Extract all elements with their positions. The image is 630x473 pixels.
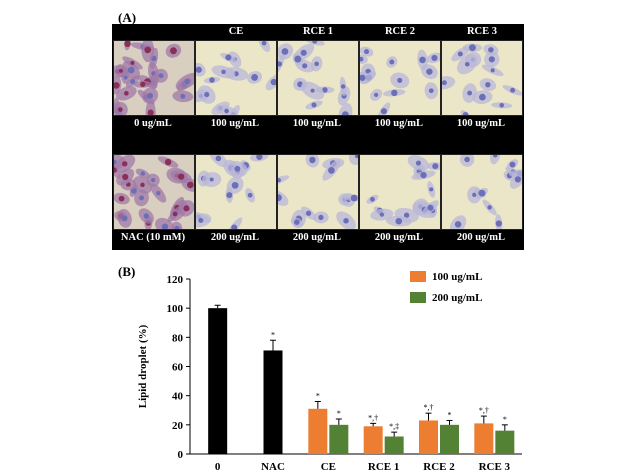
- legend-label: 100 ug/mL: [432, 271, 482, 283]
- micrograph-image: [441, 40, 523, 116]
- image-caption: 200 ug/mL: [374, 232, 424, 243]
- bar: [495, 430, 515, 454]
- significance-mark: *,†: [368, 413, 378, 422]
- legend-label: 200 ug/mL: [432, 292, 482, 304]
- image-caption: 200 ug/mL: [292, 232, 342, 243]
- significance-mark: *,‡: [389, 422, 399, 431]
- bar: [263, 350, 283, 454]
- bar: [308, 408, 328, 454]
- image-caption: NAC (10 mM): [120, 232, 186, 243]
- micrograph-image: [113, 40, 195, 116]
- y-tick-label: 120: [167, 274, 184, 286]
- x-tick-label: RCE 3: [479, 461, 511, 473]
- significance-mark: *: [503, 415, 507, 424]
- bar: [419, 420, 438, 454]
- x-tick-label: NAC: [261, 461, 285, 473]
- panel-b-label: (B): [118, 264, 136, 279]
- lipid-droplet-chart: 0 20 40 60 80 100 120 Lipid droplet (%) 0 NAC CE RC…: [137, 271, 522, 473]
- micrograph-image: [113, 154, 195, 230]
- micrograph-image: [195, 40, 277, 116]
- image-caption: 200 ug/mL: [456, 232, 506, 243]
- column-header: RCE 1: [302, 26, 334, 37]
- y-axis-label: Lipid droplet (%): [137, 324, 149, 408]
- bar: [440, 424, 459, 454]
- significance-mark: *: [448, 410, 452, 419]
- panel-a-label: (A): [118, 10, 137, 25]
- column-header: CE: [228, 26, 244, 37]
- image-caption: 100 ug/mL: [292, 118, 342, 129]
- x-tick-label: RCE 1: [368, 461, 399, 473]
- significance-mark: *: [316, 392, 320, 401]
- micrograph-image: [195, 154, 277, 230]
- x-tick-label: CE: [321, 461, 336, 473]
- significance-mark: *: [271, 330, 275, 339]
- y-tick-label: 20: [172, 420, 184, 432]
- micrograph-image: [277, 154, 359, 230]
- significance-mark: *: [337, 409, 341, 418]
- bar: [384, 436, 404, 454]
- micrograph-image: [277, 40, 359, 116]
- micrograph-image: [441, 154, 523, 230]
- micrograph-grid: CE RCE 1 RCE 2 RCE 3 0 ug/mL NAC (10 mM) 100 u…: [112, 24, 524, 250]
- y-tick-label: 60: [172, 362, 184, 374]
- bar: [474, 423, 494, 454]
- bar: [208, 308, 228, 454]
- significance-mark: *,†: [424, 403, 434, 412]
- column-header: RCE 3: [466, 26, 498, 37]
- y-tick-label: 40: [172, 391, 184, 403]
- image-caption: 0 ug/mL: [134, 118, 172, 129]
- image-caption: 100 ug/mL: [456, 118, 506, 129]
- image-caption: 100 ug/mL: [210, 118, 260, 129]
- micrograph-image: [359, 154, 441, 230]
- y-tick-label: 80: [172, 332, 184, 344]
- x-tick-label: RCE 2: [423, 461, 455, 473]
- significance-mark: *,†: [479, 406, 489, 415]
- image-caption: 200 ug/mL: [210, 232, 260, 243]
- column-header: RCE 2: [384, 26, 416, 37]
- y-tick-label: 0: [178, 449, 184, 461]
- bar: [329, 424, 349, 454]
- image-caption: 100 ug/mL: [374, 118, 424, 129]
- bar: [363, 426, 383, 454]
- y-tick-label: 100: [167, 303, 184, 315]
- legend-swatch: [410, 271, 426, 282]
- micrograph-image: [359, 40, 441, 116]
- legend-swatch: [410, 292, 426, 303]
- x-tick-label: 0: [215, 461, 221, 473]
